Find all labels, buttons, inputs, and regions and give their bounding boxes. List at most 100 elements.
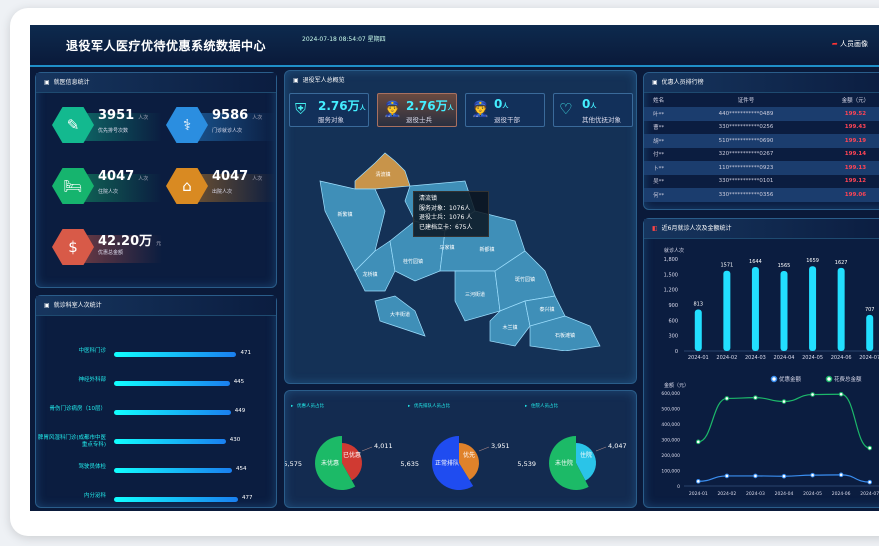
- data-point[interactable]: [724, 473, 730, 479]
- data-point[interactable]: [781, 473, 787, 479]
- y-tick-label: 300,000: [661, 438, 680, 444]
- data-point[interactable]: [753, 473, 758, 479]
- card-label: 其他优抚对象: [582, 116, 621, 124]
- table-row[interactable]: 叶** 440***********0489 199.52: [644, 107, 879, 121]
- data-point[interactable]: [867, 479, 873, 485]
- data-point[interactable]: [753, 395, 758, 400]
- data-point[interactable]: [838, 391, 844, 397]
- header: 退役军人医疗优待优惠系统数据中心 2024-07-18 08:54:07 星期四…: [30, 25, 879, 67]
- dept-label: 驾驶员体检: [78, 464, 106, 470]
- table-row[interactable]: 何** 330***********0356 199.06: [644, 188, 879, 202]
- map-region[interactable]: [374, 295, 426, 337]
- overview-card[interactable]: 👮 2.76万人 退役士兵: [377, 93, 457, 127]
- card-unit: 人: [502, 103, 509, 110]
- map-region-label: 斑竹园镇: [515, 276, 535, 283]
- dept-row: 驾驶员体检 454: [36, 464, 276, 478]
- box-icon: ▣: [44, 302, 50, 309]
- pie-slice-label: 优先: [463, 451, 475, 459]
- legend-label[interactable]: 花费总金额: [834, 375, 862, 383]
- overview-card[interactable]: ♡ 0人 其他优抚对象: [553, 93, 633, 127]
- legend-label[interactable]: 优惠金额: [779, 375, 802, 383]
- x-tick-label: 2024-02: [716, 355, 737, 361]
- name-cell: 曹**: [653, 125, 665, 132]
- pie-slice[interactable]: [549, 436, 589, 490]
- triangle-icon: ▸: [291, 404, 294, 409]
- y-tick-label: 200,000: [661, 453, 680, 459]
- card-label: 服务对象: [318, 116, 344, 124]
- stat-label: 优先排号次数: [98, 128, 129, 134]
- y-tick-label: 100,000: [661, 469, 680, 475]
- data-point[interactable]: [724, 396, 730, 401]
- y-axis-label: 就诊人次: [664, 247, 684, 254]
- table-row[interactable]: 曹** 330***********0256 199.43: [644, 121, 879, 135]
- x-tick-label: 2024-07: [860, 491, 879, 497]
- card-value: 0人: [494, 97, 508, 111]
- overview-card[interactable]: ⛨ 2.76万人 服务对象: [289, 93, 369, 127]
- map-region[interactable]: [529, 315, 601, 351]
- map-region-label: 泰兴镇: [539, 306, 554, 313]
- table-row[interactable]: 卜** 110***********0923 199.13: [644, 161, 879, 175]
- data-point[interactable]: [781, 399, 787, 404]
- pie-slice-label: 未优惠: [321, 459, 339, 467]
- portrait-link[interactable]: ➦ 人员画像: [832, 39, 868, 49]
- pie-slice[interactable]: [432, 436, 474, 490]
- table-row[interactable]: 胡** 510***********0690 199.19: [644, 134, 879, 148]
- ranking-table: 姓名 证件号 金额（元） 叶** 440***********0489 199.52 曹**…: [644, 93, 879, 202]
- triangle-icon: ▸: [408, 404, 411, 409]
- table-row[interactable]: 吴** 330***********0101 199.12: [644, 175, 879, 189]
- bar[interactable]: [837, 267, 845, 351]
- stat-value-row: 42.20万元: [98, 230, 161, 249]
- card-number: 2.76万: [406, 99, 448, 113]
- portrait-link-label: 人员画像: [840, 40, 868, 48]
- data-point[interactable]: [867, 445, 873, 451]
- data-point[interactable]: [810, 472, 815, 478]
- map-region-label: 清流镇: [375, 171, 390, 178]
- dept-label: 神经外科部: [78, 377, 106, 383]
- pie-slice[interactable]: [459, 443, 479, 481]
- data-point[interactable]: [838, 472, 844, 478]
- pie-value: 5,539: [517, 460, 536, 468]
- soldier-icon: 👮: [383, 100, 402, 118]
- card-number: 0: [494, 97, 503, 111]
- legend-marker: [770, 375, 778, 383]
- data-point[interactable]: [810, 392, 815, 397]
- overview-card[interactable]: 👮 0人 退役干部: [465, 93, 545, 127]
- bed-icon: 🛏: [52, 168, 94, 204]
- stat-card: ⚕ 9586 人次 门诊就诊人次: [166, 105, 276, 145]
- map-region[interactable]: [354, 152, 411, 190]
- hand-shield-icon: ⛨: [295, 100, 307, 118]
- data-point[interactable]: [695, 479, 701, 484]
- bar[interactable]: [694, 309, 702, 351]
- map-region[interactable]: [454, 270, 501, 322]
- panel-title: 近6月就诊人次及金额统计: [661, 225, 732, 232]
- officer-icon: 👮: [471, 100, 490, 118]
- bar[interactable]: [751, 266, 759, 351]
- map-region-label: 三河街道: [465, 291, 485, 298]
- map-region-label: 马家镇: [439, 244, 454, 251]
- dept-label: 中医科门诊: [78, 348, 106, 354]
- y-tick-label: 0: [677, 484, 680, 490]
- dept-row: 脾胃风湿科门诊(成都市中医重点专科) 430: [36, 435, 276, 449]
- pie-title: 优惠人员占比: [297, 402, 324, 409]
- stat-bar: [82, 235, 162, 263]
- pie-slice[interactable]: [315, 436, 356, 490]
- pie-slice[interactable]: [576, 443, 596, 481]
- bar[interactable]: [780, 271, 788, 351]
- bar[interactable]: [809, 266, 817, 351]
- stat-unit: 人次: [252, 115, 263, 121]
- x-tick-label: 2024-05: [803, 491, 822, 497]
- box-icon: ▣: [293, 77, 299, 84]
- dept-bar: [114, 439, 226, 444]
- bar[interactable]: [866, 314, 874, 351]
- y-tick-label: 1,200: [664, 288, 678, 294]
- stat-bar: [196, 174, 276, 202]
- pie-slice[interactable]: [342, 443, 362, 481]
- table-row[interactable]: 付** 320***********0267 199.14: [644, 148, 879, 162]
- bar[interactable]: [723, 270, 731, 351]
- card-number: 2.76万: [318, 99, 360, 113]
- tooltip-line: 已建档立卡：675人: [419, 223, 473, 231]
- stat-unit: 元: [156, 241, 162, 247]
- data-point[interactable]: [695, 439, 701, 445]
- dept-stats-panel: ▣ 就诊科室人次统计 中医科门诊 471 神经外科部 445 骨伤门诊病房（10层） 449…: [35, 295, 277, 508]
